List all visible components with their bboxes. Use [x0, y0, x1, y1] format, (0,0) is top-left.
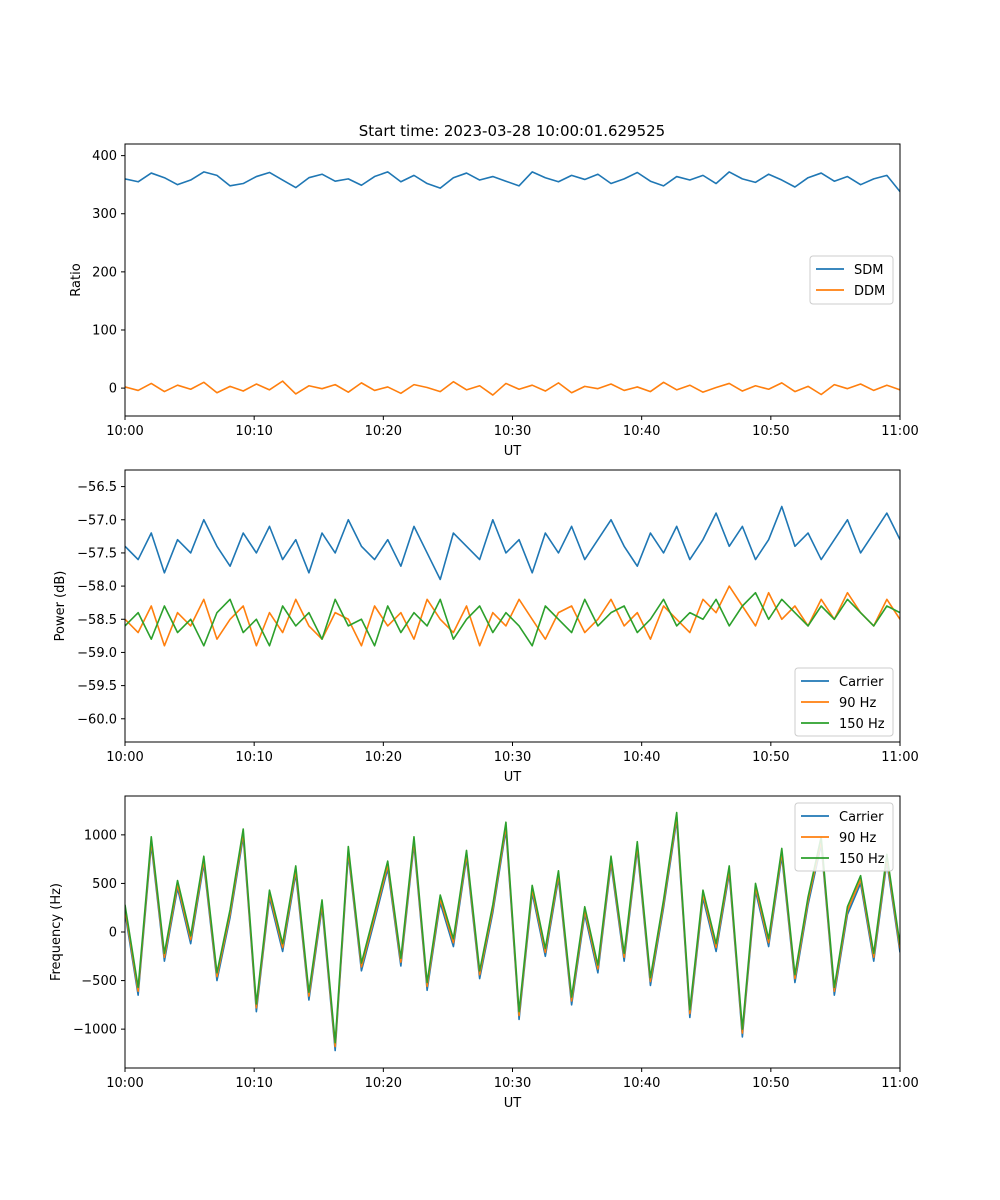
x-tick-label: 10:10 — [235, 1076, 272, 1091]
x-tick-label: 10:40 — [623, 750, 660, 765]
y-tick-label: 300 — [92, 207, 117, 222]
x-tick-label: 10:10 — [235, 424, 272, 439]
x-tick-label: 10:20 — [365, 424, 402, 439]
y-tick-label: −1000 — [73, 1023, 117, 1038]
y-tick-label: −59.0 — [77, 646, 117, 661]
y-axis-label: Ratio — [69, 263, 84, 296]
y-tick-label: 1000 — [84, 828, 117, 843]
x-tick-label: 10:30 — [494, 750, 531, 765]
series-line-sdm — [125, 171, 900, 193]
figure-title: Start time: 2023-03-28 10:00:01.629525 — [359, 122, 665, 140]
x-tick-label: 10:50 — [752, 750, 789, 765]
x-tick-label: 10:40 — [623, 1076, 660, 1091]
y-tick-label: 400 — [92, 149, 117, 164]
series-line-carrier — [125, 819, 900, 1052]
y-tick-label: −56.5 — [77, 480, 117, 495]
y-tick-label: 0 — [109, 926, 117, 941]
series-line-carrier — [125, 505, 900, 581]
x-tick-label: 11:00 — [881, 750, 918, 765]
y-tick-label: −500 — [81, 974, 117, 989]
y-tick-label: −59.5 — [77, 679, 117, 694]
x-tick-label: 10:00 — [106, 750, 143, 765]
subplot-1: 10:00 10:10 10:20 10:30 10:40 10:50 11:00 0 100 2… — [69, 143, 919, 459]
x-tick-label: 10:10 — [235, 750, 272, 765]
x-axis-label: UT — [504, 444, 522, 459]
x-tick-label: 10:20 — [365, 1076, 402, 1091]
legend-entry: SDM — [854, 263, 883, 278]
y-tick-label: 100 — [92, 323, 117, 338]
legend-box — [794, 667, 894, 737]
x-tick-label: 10:50 — [752, 1076, 789, 1091]
x-axis-label: UT — [504, 770, 522, 785]
x-tick-label: 10:00 — [106, 1076, 143, 1091]
x-tick-label: 10:20 — [365, 750, 402, 765]
series-line-150-hz — [125, 811, 900, 1044]
x-tick-label: 10:50 — [752, 424, 789, 439]
series-line-ddm — [125, 380, 900, 396]
x-tick-label: 10:30 — [494, 1076, 531, 1091]
y-tick-label: 500 — [92, 877, 117, 892]
y-tick-label: −57.5 — [77, 546, 117, 561]
x-tick-label: 10:40 — [623, 424, 660, 439]
legend-box — [809, 255, 894, 305]
y-tick-label: −58.0 — [77, 580, 117, 595]
subplot-2: 10:00 10:10 10:20 10:30 10:40 10:50 11:00 −60.0… — [53, 469, 919, 785]
legend-entry: 150 Hz — [839, 717, 885, 732]
legend-entry: 90 Hz — [839, 696, 876, 711]
y-axis-label: Power (dB) — [53, 571, 68, 642]
legend-box — [794, 802, 894, 872]
y-tick-label: 200 — [92, 265, 117, 280]
x-tick-label: 11:00 — [881, 1076, 918, 1091]
x-tick-label: 10:30 — [494, 424, 531, 439]
series-line-150-hz — [125, 591, 900, 647]
legend-entry: Carrier — [839, 810, 884, 825]
legend-entry: Carrier — [839, 675, 884, 690]
legend-entry: 90 Hz — [839, 831, 876, 846]
y-tick-label: −60.0 — [77, 712, 117, 727]
y-tick-label: −57.0 — [77, 513, 117, 528]
axes-frame — [124, 143, 901, 417]
x-tick-label: 11:00 — [881, 424, 918, 439]
y-tick-label: −58.5 — [77, 613, 117, 628]
subplot-3: 10:00 10:10 10:20 10:30 10:40 10:50 11:00 −1000… — [49, 795, 919, 1111]
legend-entry: 150 Hz — [839, 852, 885, 867]
x-axis-label: UT — [504, 1096, 522, 1111]
x-tick-label: 10:00 — [106, 424, 143, 439]
legend-entry: DDM — [854, 284, 885, 299]
y-tick-label: 0 — [109, 382, 117, 397]
series-line-90-hz — [125, 585, 900, 647]
y-axis-label: Frequency (Hz) — [49, 883, 64, 981]
